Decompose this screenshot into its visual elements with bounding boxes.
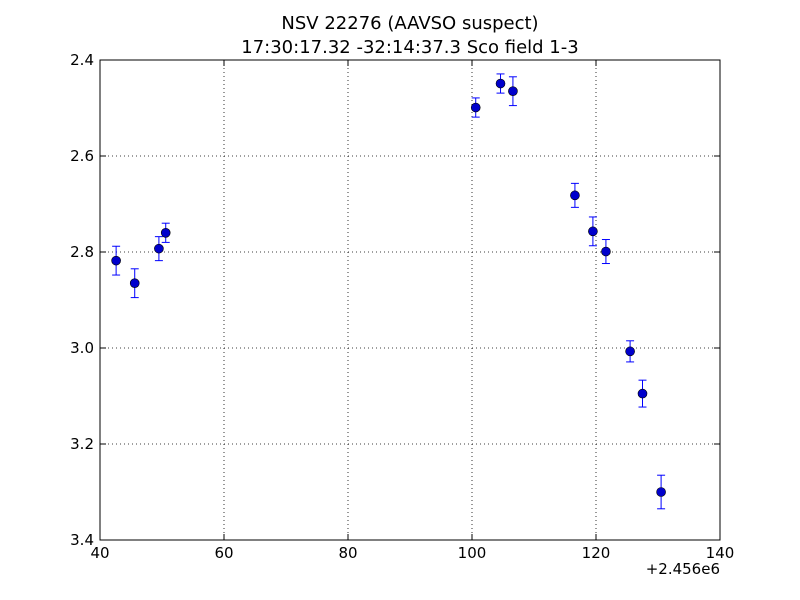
y-tick-label: 3.4 — [70, 531, 94, 549]
data-markers — [111, 78, 666, 497]
y-tick-label: 2.8 — [70, 243, 94, 261]
x-tick-label: 140 — [706, 544, 735, 562]
x-tick-label: 100 — [458, 544, 487, 562]
data-point — [160, 228, 171, 238]
x-tick-label: 80 — [338, 544, 357, 562]
y-tick-label: 2.6 — [70, 147, 94, 165]
axis-ticks: 40 60 80 100 120 140 2.4 2.6 2.8 3.0 3.2 3.4 — [70, 51, 734, 562]
grid — [100, 60, 720, 540]
data-point — [111, 255, 121, 266]
data-point — [601, 246, 611, 257]
chart-title: NSV 22276 (AAVSO suspect) — [281, 13, 538, 34]
data-point — [625, 346, 635, 357]
data-point — [656, 487, 666, 497]
x-tick-label: 120 — [582, 544, 611, 562]
data-point — [588, 226, 598, 237]
data-point — [570, 190, 580, 201]
x-offset-label: +2.456e6 — [646, 560, 720, 578]
data-point — [495, 78, 506, 89]
chart-subtitle: 17:30:17.32 -32:14:37.3 Sco field 1-3 — [241, 37, 578, 58]
data-point — [508, 86, 518, 96]
x-tick-label: 40 — [90, 544, 109, 562]
x-tick-label: 60 — [214, 544, 233, 562]
data-point — [470, 102, 481, 113]
data-point — [154, 243, 164, 254]
y-tick-label: 2.4 — [70, 51, 94, 69]
y-tick-label: 3.0 — [70, 339, 94, 357]
y-tick-label: 3.2 — [70, 435, 94, 453]
data-point — [637, 388, 648, 399]
plot-frame — [99, 59, 721, 541]
data-point — [129, 278, 140, 289]
